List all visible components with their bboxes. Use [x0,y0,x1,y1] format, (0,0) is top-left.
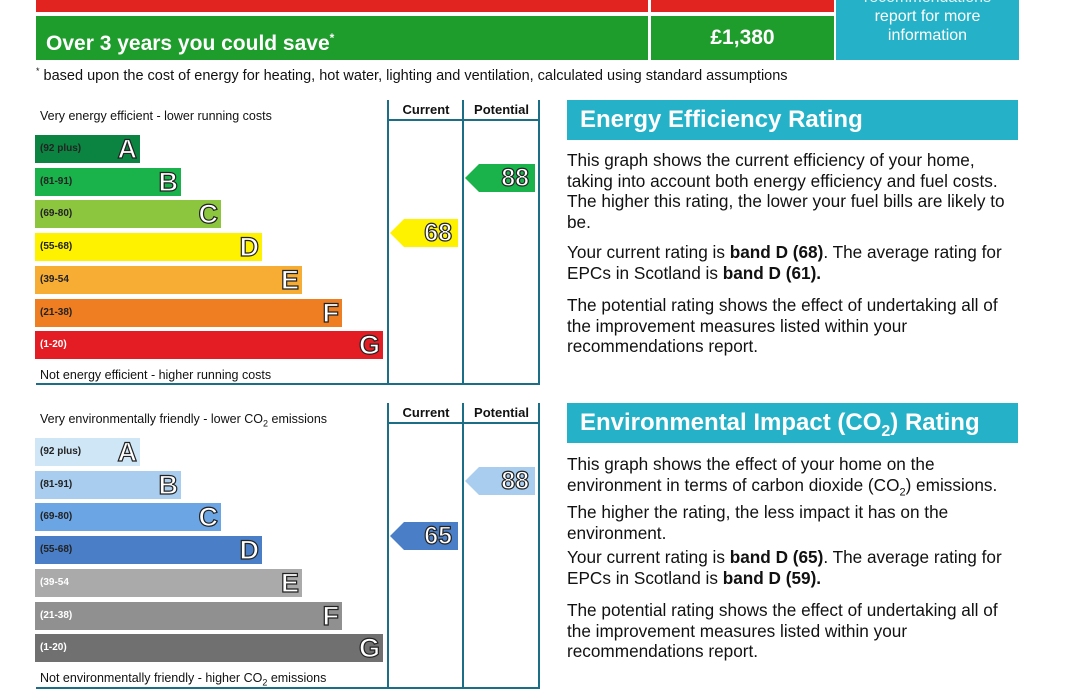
current-rating-arrow: 65 [390,521,458,551]
energy-paragraph-2: Your current rating is band D (68). The … [567,242,1002,283]
savings-label-text: Over 3 years you could save [46,32,330,55]
rating-band-b: (81-91) B [35,469,181,500]
footnote-mark: * [36,66,40,76]
band-range-label: (39-54 [40,273,69,285]
band-letter: D [239,534,260,566]
band-letter: A [117,133,138,164]
recommendations-line: report for more [874,8,981,25]
band-range-label: (1-20) [40,339,67,351]
band-range-label: (81-91) [40,478,73,490]
potential-rating-arrow-value: 88 [501,466,530,495]
band-range-label: (39-54 [40,576,69,588]
band-letter: C [198,502,219,533]
band-range-label: (92 plus) [40,143,82,154]
rating-band-d: (55-68) D [35,534,262,566]
recommendations-link-box[interactable]: recommendations report for more informat… [836,0,1019,60]
rating-band-g: (1-20) G [35,330,383,361]
chart-bottom-caption: Not environmentally friendly - higher CO… [40,671,327,688]
chart-bottom-caption: Not energy efficient - higher running co… [40,368,272,382]
rating-band-a: (92 plus) A [35,133,140,165]
rating-band-e: (39-54 E [35,567,302,598]
environmental-paragraph-3: The potential rating shows the effect of… [567,600,998,661]
band-letter: F [322,600,340,631]
rating-band-a: (92 plus) A [35,436,140,468]
band-range-label: (55-68) [40,544,73,556]
band-letter: C [198,199,219,230]
rating-band-d: (55-68) D [35,231,262,263]
band-letter: B [158,166,179,197]
band-letter: A [117,436,138,467]
potential-rating-arrow-shape [465,163,535,192]
band-range-label: (55-68) [40,241,73,253]
environmental-paragraph-1: This graph shows the effect of your home… [567,454,998,543]
potential-rating-arrow: 88 [465,163,535,192]
footnote-text: based upon the cost of energy for heatin… [43,67,788,84]
band-range-label: (69-80) [40,511,73,523]
column-header-current: Current [402,405,450,420]
band-range-label: (21-38) [40,609,73,621]
column-header-current: Current [402,102,450,117]
rating-band-f: (21-38) F [35,297,342,328]
rating-band-g: (1-20) G [35,633,383,664]
band-letter: F [322,297,340,328]
savings-row-previous [36,0,648,12]
savings-value: £1,380 [651,16,834,60]
footnote: * based upon the cost of energy for heat… [36,66,788,84]
current-rating-arrow-value: 68 [424,218,453,248]
rating-band-b: (81-91) B [35,166,181,197]
environmental-rating-heading: Environmental Impact (CO2) Rating [567,403,1018,443]
band-range-label: (21-38) [40,306,73,318]
band-letter: G [358,330,380,361]
current-rating-arrow-shape [390,219,458,248]
band-range-label: (92 plus) [40,446,82,457]
band-range-label: (69-80) [40,208,73,220]
band-letter: D [239,231,260,263]
current-rating-arrow-value: 65 [424,521,453,551]
column-header-potential: Potential [474,405,529,420]
energy-paragraph-3: The potential rating shows the effect of… [567,295,998,356]
chart-top-caption: Very energy efficient - lower running co… [40,109,272,123]
energy-rating-heading: Energy Efficiency Rating [567,100,1018,140]
band-letter: B [158,469,179,500]
column-header-potential: Potential [474,102,529,117]
rating-band-c: (69-80) C [35,502,221,533]
rating-band-e: (39-54 E [35,264,302,295]
potential-rating-arrow: 88 [465,466,535,495]
band-range-label: (81-91) [40,175,73,187]
potential-rating-arrow-value: 88 [501,163,530,192]
rating-band-c: (69-80) C [35,199,221,230]
band-letter: E [280,264,299,295]
band-letter: G [358,633,380,664]
chart-top-caption: Very environmentally friendly - lower CO… [40,412,328,429]
recommendations-line: recommendations [836,0,1019,7]
savings-value-previous [651,0,834,12]
band-range-label: (1-20) [40,642,67,654]
recommendations-line: information [887,27,968,44]
band-letter: E [280,567,299,598]
savings-label: Over 3 years you could save* [36,16,648,60]
savings-asterisk: * [329,31,335,45]
current-rating-arrow-shape [390,522,458,551]
energy-paragraph-1: This graph shows the current efficiency … [567,150,1005,232]
potential-rating-arrow-shape [465,466,535,495]
rating-band-f: (21-38) F [35,600,342,631]
current-rating-arrow: 68 [390,218,458,248]
environmental-paragraph-2: Your current rating is band D (65). The … [567,547,1002,588]
